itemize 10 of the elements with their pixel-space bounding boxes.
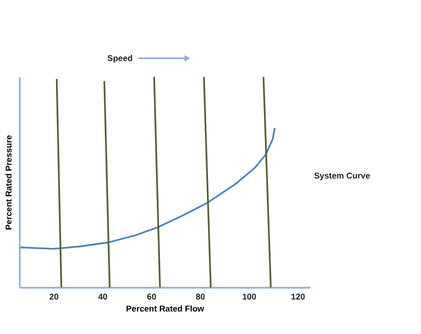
x-tick-label: 120 <box>291 292 306 302</box>
x-tick-label: 80 <box>196 292 206 302</box>
x-axis-title: Percent Rated Flow <box>126 303 204 314</box>
y-axis-title: Percent Rated Pressure <box>3 134 14 230</box>
x-tick-label: 60 <box>146 292 157 302</box>
text: System Curve <box>314 170 370 180</box>
text: Speed <box>107 52 133 63</box>
x-tick-label: 40 <box>98 292 108 302</box>
x-tick-label: 100 <box>242 292 257 302</box>
x-tick-label: 20 <box>49 292 59 302</box>
